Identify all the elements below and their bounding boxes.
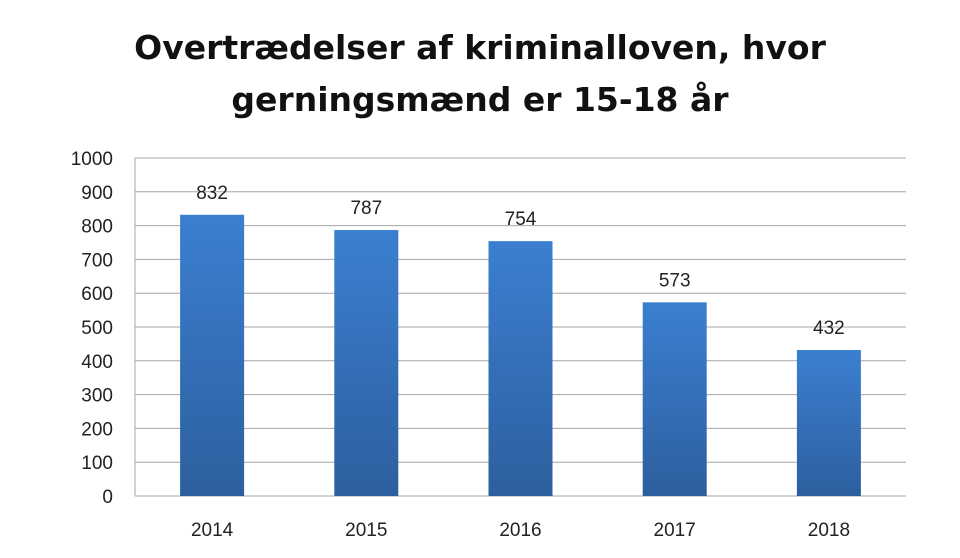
y-tick-label: 900	[81, 183, 113, 204]
y-tick-label: 100	[81, 453, 113, 474]
bars	[180, 214, 861, 496]
y-tick-label: 0	[102, 487, 113, 508]
y-tick-label: 200	[81, 419, 113, 440]
x-tick-label: 2018	[808, 520, 850, 541]
bar-2018	[796, 349, 861, 496]
chart-title-line-2: gerningsmænd er 15-18 år	[231, 80, 729, 119]
data-labels: 832 787 754 573 432	[196, 183, 845, 339]
bar-2016	[488, 241, 553, 496]
data-label: 573	[659, 270, 691, 291]
data-label: 754	[505, 209, 537, 230]
data-label: 432	[813, 318, 845, 339]
y-tick-label: 300	[81, 386, 113, 407]
bar-2017	[642, 302, 707, 496]
y-tick-label: 500	[81, 318, 113, 339]
y-tick-label: 700	[81, 250, 113, 271]
y-tick-label: 400	[81, 352, 113, 373]
y-tick-label: 600	[81, 284, 113, 305]
x-tick-label: 2017	[654, 520, 696, 541]
chart-title: Overtrædelser af kriminalloven, hvor ger…	[0, 22, 960, 126]
y-tick-label: 1000	[71, 149, 113, 170]
x-tick-label: 2014	[191, 520, 234, 541]
data-label: 832	[196, 183, 228, 204]
y-axis-ticks: 0 100 200 300 400 500 600 700 800 900 1000	[71, 149, 113, 508]
data-label: 787	[350, 198, 382, 219]
x-tick-label: 2016	[499, 520, 541, 541]
x-tick-label: 2015	[345, 520, 387, 541]
bar-2015	[334, 229, 399, 496]
y-tick-label: 800	[81, 217, 113, 238]
bar-2014	[180, 214, 245, 496]
x-axis-ticks: 2014 2015 2016 2017 2018	[191, 520, 850, 541]
chart-title-line-1: Overtrædelser af kriminalloven, hvor	[134, 28, 826, 67]
